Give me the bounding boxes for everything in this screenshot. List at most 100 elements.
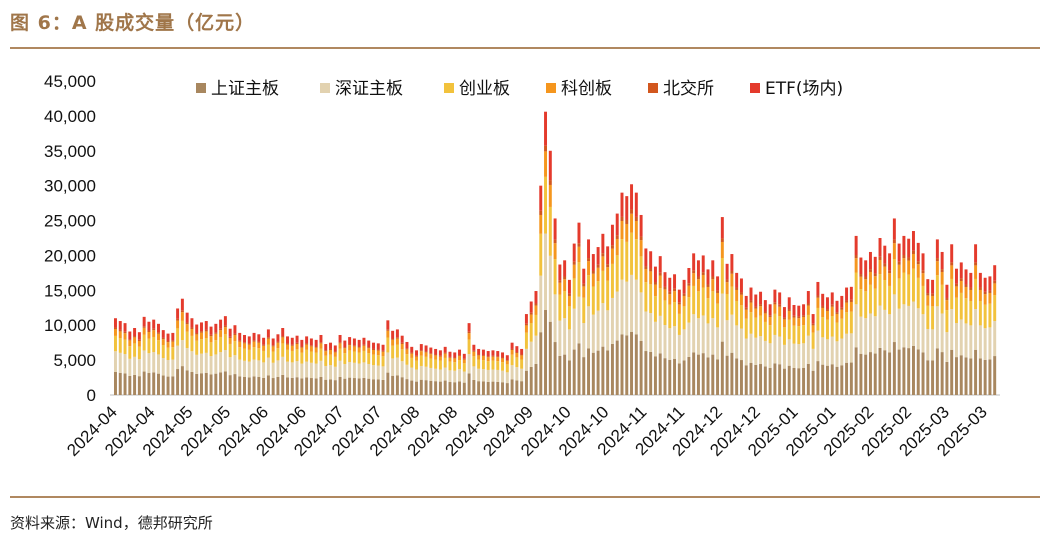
bar-segment bbox=[262, 350, 266, 363]
bar-segment bbox=[563, 354, 567, 395]
bar-segment bbox=[367, 378, 371, 395]
bar-segment bbox=[505, 360, 509, 365]
bar-segment bbox=[290, 362, 294, 378]
bar-segment bbox=[759, 304, 763, 307]
legend-label: 北交所 bbox=[663, 79, 714, 99]
bar-segment bbox=[443, 367, 447, 381]
bar-segment bbox=[873, 316, 877, 354]
bar-segment bbox=[458, 355, 461, 356]
bar-segment bbox=[668, 328, 672, 360]
bar-segment bbox=[219, 330, 223, 337]
bar-segment bbox=[610, 263, 614, 298]
bar-segment bbox=[438, 350, 442, 356]
bar-segment bbox=[453, 362, 457, 371]
bar-segment bbox=[945, 297, 949, 301]
bar-segment bbox=[152, 336, 156, 353]
bar-segment bbox=[309, 362, 313, 379]
bar-segment bbox=[744, 365, 748, 395]
bar-segment bbox=[720, 341, 724, 395]
bar-segment bbox=[276, 360, 280, 377]
bar-segment bbox=[687, 297, 691, 323]
bar-segment bbox=[544, 176, 548, 234]
bar-segment bbox=[410, 380, 414, 395]
bar-segment bbox=[233, 325, 237, 334]
bar-segment bbox=[730, 286, 734, 315]
bar-segment bbox=[405, 364, 409, 380]
bar-segment bbox=[778, 364, 782, 395]
bar-segment bbox=[993, 321, 997, 357]
bar-segment bbox=[448, 382, 452, 395]
bar-segment bbox=[582, 297, 586, 324]
bar-segment bbox=[610, 224, 614, 246]
bar-segment bbox=[744, 295, 748, 308]
bar-segment bbox=[200, 339, 203, 354]
bar-segment bbox=[405, 341, 409, 349]
bar-segment bbox=[677, 313, 681, 335]
bar-segment bbox=[897, 308, 901, 350]
bar-segment bbox=[257, 376, 261, 395]
bar-segment bbox=[300, 363, 304, 379]
bar-segment bbox=[142, 350, 146, 372]
bar-segment bbox=[233, 333, 237, 335]
bar-segment bbox=[763, 321, 767, 341]
bar-segment bbox=[142, 371, 146, 395]
bar-segment bbox=[467, 323, 471, 332]
bar-segment bbox=[969, 358, 973, 395]
bar-segment bbox=[233, 341, 237, 356]
bar-segment bbox=[663, 358, 667, 395]
bar-segment bbox=[434, 354, 438, 356]
bar-segment bbox=[878, 347, 882, 395]
bar-segment bbox=[324, 351, 328, 356]
bar-segment bbox=[185, 370, 189, 395]
bar-segment bbox=[615, 255, 619, 292]
bar-segment bbox=[892, 239, 896, 244]
bar-segment bbox=[864, 260, 868, 277]
bar-segment bbox=[601, 233, 605, 254]
bar-segment bbox=[763, 300, 767, 312]
bar-segment bbox=[400, 343, 404, 350]
bar-segment bbox=[209, 336, 213, 343]
bar-segment bbox=[247, 343, 251, 345]
bar-segment bbox=[372, 365, 375, 380]
bar-segment bbox=[367, 353, 371, 364]
bar-segment bbox=[123, 331, 127, 334]
bar-segment bbox=[505, 383, 509, 395]
bar-segment bbox=[821, 305, 825, 308]
bar-segment bbox=[773, 313, 777, 335]
bar-segment bbox=[902, 258, 906, 273]
bar-segment bbox=[615, 291, 619, 341]
bar-segment bbox=[897, 264, 901, 279]
bar-segment bbox=[223, 327, 227, 335]
bar-segment bbox=[391, 375, 395, 395]
y-tick-label: 0 bbox=[87, 386, 96, 405]
bar-segment bbox=[692, 253, 696, 271]
bar-segment bbox=[453, 357, 457, 359]
bar-segment bbox=[940, 284, 944, 314]
bar-segment bbox=[983, 291, 987, 295]
bar-segment bbox=[888, 352, 892, 395]
bar-segment bbox=[620, 192, 624, 217]
bar-segment bbox=[630, 232, 634, 275]
bar-segment bbox=[118, 331, 122, 339]
bar-segment bbox=[601, 346, 605, 395]
bar-segment bbox=[200, 322, 203, 332]
bar-segment bbox=[935, 258, 939, 262]
bar-segment bbox=[510, 349, 514, 355]
bar-segment bbox=[295, 342, 299, 344]
legend-swatch bbox=[320, 83, 330, 93]
bar-segment bbox=[290, 377, 294, 395]
bar-segment bbox=[395, 344, 399, 358]
bar-segment bbox=[319, 334, 323, 343]
bar-segment bbox=[725, 355, 729, 395]
bar-segment bbox=[357, 352, 361, 364]
bar-segment bbox=[357, 363, 361, 379]
bar-segment bbox=[954, 286, 958, 298]
bar-segment bbox=[424, 352, 428, 357]
bar-segment bbox=[123, 333, 127, 340]
bar-segment bbox=[768, 367, 772, 395]
bar-segment bbox=[978, 287, 982, 290]
bar-segment bbox=[333, 366, 337, 381]
bar-segment bbox=[290, 350, 294, 363]
bar-segment bbox=[606, 267, 610, 281]
bar-segment bbox=[486, 369, 490, 382]
